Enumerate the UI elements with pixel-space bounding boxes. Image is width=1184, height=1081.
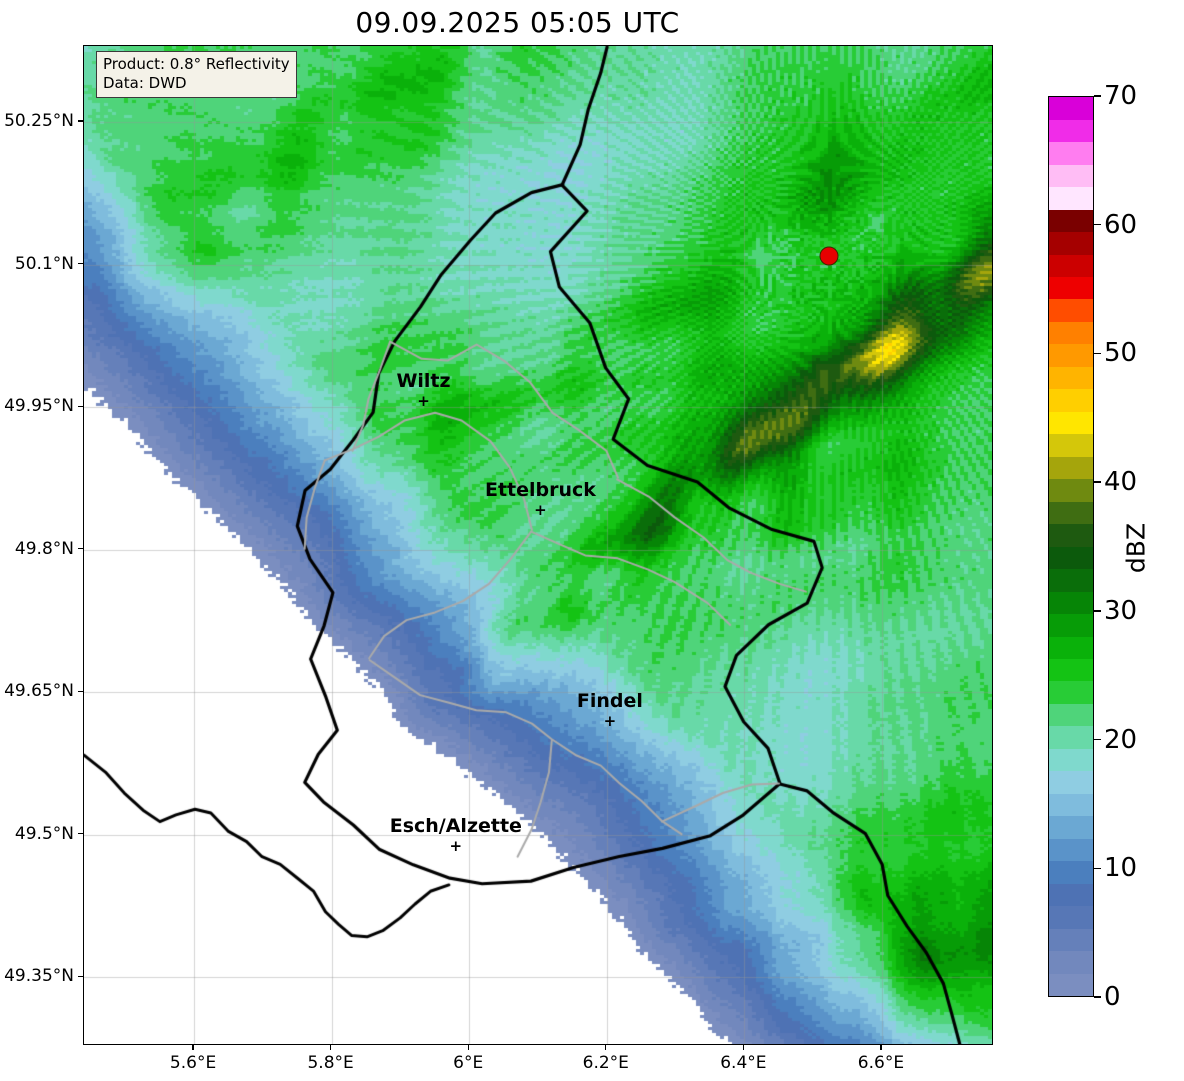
data-source-label: Data: DWD: [103, 73, 187, 92]
colorbar-band-16: [1049, 614, 1093, 637]
y-axis-tick-mark-1: [78, 263, 83, 265]
colorbar-band-14: [1049, 658, 1093, 682]
x-axis-tick-mark-0: [192, 1045, 194, 1050]
colorbar-band-38: [1049, 119, 1093, 143]
x-axis-tick-label-1: 5.8°E: [307, 1053, 354, 1073]
colorbar-band-2: [1049, 928, 1093, 952]
colorbar-tick-mark-0: [1094, 996, 1101, 998]
colorbar-tick-label-0: 0: [1104, 982, 1121, 1012]
colorbar[interactable]: [1048, 96, 1094, 997]
colorbar-band-13: [1049, 681, 1093, 704]
colorbar-band-33: [1049, 232, 1093, 255]
radar-plot-area[interactable]: [83, 45, 993, 1045]
y-axis-tick-mark-3: [78, 548, 83, 550]
colorbar-band-7: [1049, 816, 1093, 839]
colorbar-band-27: [1049, 366, 1093, 390]
colorbar-band-37: [1049, 142, 1093, 165]
page-title: 09.09.2025 05:05 UTC: [355, 6, 680, 39]
colorbar-tick-mark-5: [1094, 352, 1101, 355]
colorbar-tick-mark-3: [1094, 610, 1101, 612]
colorbar-band-35: [1049, 187, 1093, 210]
colorbar-band-24: [1049, 434, 1093, 457]
colorbar-band-17: [1049, 591, 1093, 615]
y-axis-tick-mark-0: [78, 120, 83, 122]
radar-station-marker[interactable]: [819, 246, 839, 266]
x-axis-tick-mark-1: [330, 1045, 332, 1050]
y-axis-tick-label-0: 50.25°N: [4, 111, 74, 132]
y-axis-tick-mark-2: [78, 405, 83, 407]
colorbar-band-32: [1049, 254, 1093, 277]
colorbar-band-0: [1049, 973, 1093, 996]
x-axis-tick-label-3: 6.2°E: [582, 1053, 629, 1073]
colorbar-band-25: [1049, 411, 1093, 435]
y-axis-tick-mark-6: [78, 975, 83, 978]
colorbar-band-12: [1049, 703, 1093, 727]
colorbar-tick-label-1: 10: [1104, 853, 1138, 884]
y-axis-tick-mark-4: [78, 690, 83, 692]
y-axis-tick-label-5: 49.5°N: [14, 823, 74, 844]
colorbar-tick-mark-1: [1094, 867, 1101, 870]
colorbar-band-9: [1049, 771, 1093, 794]
product-label: Product: 0.8° Reflectivity: [103, 55, 290, 73]
colorbar-band-5: [1049, 861, 1093, 884]
y-axis-tick-label-3: 49.8°N: [14, 538, 74, 559]
colorbar-tick-mark-2: [1094, 738, 1101, 741]
colorbar-tick-label-3: 30: [1104, 595, 1138, 626]
colorbar-band-11: [1049, 726, 1093, 749]
colorbar-band-28: [1049, 344, 1093, 367]
colorbar-band-21: [1049, 501, 1093, 525]
x-axis-tick-label-0: 5.6°E: [169, 1053, 217, 1073]
colorbar-band-29: [1049, 321, 1093, 345]
colorbar-tick-label-6: 60: [1104, 209, 1138, 240]
colorbar-tick-label-4: 40: [1104, 467, 1138, 498]
x-axis-tick-label-4: 6.4°E: [720, 1053, 767, 1073]
colorbar-tick-mark-6: [1094, 223, 1101, 226]
y-axis-tick-mark-5: [78, 833, 83, 835]
y-axis-tick-label-4: 49.65°N: [4, 681, 74, 702]
colorbar-band-8: [1049, 793, 1093, 817]
colorbar-gradient: [1049, 97, 1093, 996]
colorbar-band-23: [1049, 456, 1093, 480]
colorbar-band-39: [1049, 97, 1093, 120]
colorbar-band-1: [1049, 951, 1093, 974]
colorbar-tick-label-5: 50: [1104, 338, 1138, 369]
colorbar-band-18: [1049, 569, 1093, 592]
colorbar-band-30: [1049, 299, 1093, 322]
colorbar-band-3: [1049, 906, 1093, 929]
x-axis-tick-mark-4: [742, 1045, 744, 1050]
colorbar-tick-mark-4: [1094, 481, 1101, 483]
colorbar-band-10: [1049, 748, 1093, 772]
x-axis-tick-mark-2: [467, 1045, 469, 1050]
x-axis-tick-mark-3: [605, 1045, 607, 1050]
x-axis-tick-mark-5: [880, 1045, 882, 1050]
colorbar-band-36: [1049, 164, 1093, 188]
colorbar-tick-label-2: 20: [1104, 724, 1138, 755]
colorbar-band-6: [1049, 838, 1093, 862]
colorbar-band-4: [1049, 883, 1093, 907]
product-info-box: Product: 0.8° Reflectivity Data: DWD: [96, 51, 297, 98]
colorbar-tick-mark-7: [1094, 95, 1101, 97]
radar-reflectivity-image: [84, 46, 992, 1044]
colorbar-band-26: [1049, 389, 1093, 412]
colorbar-tick-label-7: 70: [1104, 81, 1138, 111]
colorbar-band-20: [1049, 524, 1093, 547]
x-axis-tick-label-5: 6.6°E: [857, 1053, 905, 1073]
colorbar-band-19: [1049, 546, 1093, 570]
y-axis-tick-label-1: 50.1°N: [14, 253, 74, 274]
colorbar-band-34: [1049, 209, 1093, 233]
colorbar-band-31: [1049, 277, 1093, 300]
y-axis-tick-label-6: 49.35°N: [4, 966, 74, 987]
colorbar-band-15: [1049, 636, 1093, 659]
y-axis-tick-label-2: 49.95°N: [4, 396, 74, 417]
x-axis-tick-label-2: 6°E: [453, 1053, 484, 1073]
colorbar-band-22: [1049, 479, 1093, 502]
colorbar-axis-label: dBZ: [1121, 522, 1151, 574]
